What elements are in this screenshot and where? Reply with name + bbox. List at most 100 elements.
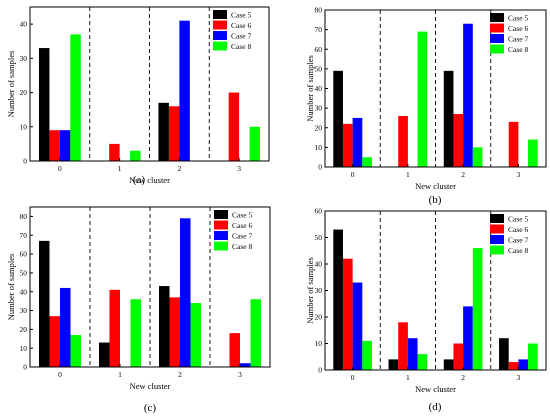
bar-case-8-cluster-1 [130,150,141,161]
y-tick-label: 60 [315,207,323,216]
legend-label-case-6: Case 6 [508,225,528,234]
bar-case-5-cluster-2 [443,359,454,370]
panel-label: (a) [133,174,146,186]
y-tick-label: 80 [315,6,323,15]
bar-case-5-cluster-1 [99,342,110,367]
bar-case-7-cluster-3 [518,359,529,370]
plot-frame [29,206,271,368]
legend-swatch-case-6 [213,20,227,30]
bar-case-8-cluster-2 [190,303,201,367]
x-tick-label: 2 [178,164,182,173]
x-tick-label: 0 [351,373,355,382]
y-axis-title: Number of samples [305,257,315,324]
bar-case-6-cluster-3 [228,92,240,161]
bar-case-7-cluster-0 [352,282,363,370]
bar-case-5-cluster-1 [388,359,399,370]
x-axis-title: New cluster [130,381,171,391]
bar-case-5-cluster-0 [333,229,343,370]
x-tick-label: 2 [178,370,182,379]
x-tick-label: 0 [58,370,62,379]
legend-swatch-case-7 [213,31,227,40]
bar-case-6-cluster-2 [168,106,180,161]
bar-case-7-cluster-0 [59,130,71,161]
x-tick-label: 3 [238,370,242,379]
bar-case-8-cluster-2 [472,147,483,168]
bar-case-7-cluster-2 [463,306,473,370]
legend-label-case-6: Case 6 [508,24,528,33]
legend-label-case-8: Case 8 [231,42,251,51]
legend-label-case-5: Case 5 [231,11,251,20]
bar-case-6-cluster-0 [49,130,60,161]
bar-case-8-cluster-0 [70,34,81,161]
panel-label: (d) [429,401,442,413]
legend-swatch-case-8 [490,245,504,255]
bar-case-8-cluster-1 [417,354,428,370]
legend-swatch-case-5 [490,13,504,22]
legend-swatch-case-5 [214,210,228,219]
bar-case-5-cluster-2 [443,70,454,167]
bar-case-8-cluster-1 [417,31,428,168]
y-axis-title: Number of samples [6,254,16,321]
y-axis-title: Number of samples [305,55,315,122]
plot-frame [29,6,270,162]
legend-label-case-5: Case 5 [232,211,252,220]
legend-swatch-case-6 [490,224,504,234]
bar-case-8-cluster-2 [472,248,483,370]
y-tick-label: 30 [315,104,323,113]
y-tick-label: 20 [20,88,28,97]
legend-swatch-case-8 [213,41,227,51]
bar-case-8-cluster-0 [362,157,372,167]
legend-swatch-case-8 [214,241,228,251]
legend-label-case-7: Case 7 [232,232,252,241]
bar-case-6-cluster-3 [508,121,519,167]
x-axis-title: New cluster [129,175,170,185]
x-axis-title: New cluster [415,181,456,191]
bar-case-6-cluster-2 [169,297,180,367]
panel-label: (c) [144,402,157,414]
bar-case-5-cluster-0 [39,240,50,367]
y-tick-label: 20 [20,325,28,334]
bar-case-6-cluster-1 [109,143,120,161]
y-axis-title: Number of samples [6,51,16,118]
x-tick-label: 2 [461,170,465,179]
y-tick-label: 0 [23,157,27,166]
y-tick-label: 40 [20,20,28,29]
x-tick-label: 1 [406,373,410,382]
bar-case-6-cluster-2 [453,114,464,167]
bar-case-6-cluster-0 [49,316,60,367]
x-tick-label: 1 [118,164,122,173]
legend-swatch-case-7 [214,231,228,240]
bar-case-5-cluster-0 [333,70,343,167]
y-tick-label: 10 [315,339,323,348]
legend-label-case-7: Case 7 [508,236,528,245]
y-tick-label: 30 [20,54,28,63]
y-tick-label: 60 [315,45,323,54]
bar-case-6-cluster-3 [229,333,240,367]
x-tick-label: 0 [351,170,355,179]
bar-case-8-cluster-0 [70,335,81,367]
bar-case-7-cluster-3 [240,363,251,367]
bar-case-8-cluster-0 [362,340,372,370]
legend-label-case-8: Case 8 [508,45,528,54]
bar-case-6-cluster-1 [398,322,408,370]
legend-swatch-case-7 [490,235,504,244]
bar-case-5-cluster-2 [158,102,169,161]
legend-label-case-6: Case 6 [232,221,252,230]
y-tick-label: 0 [23,363,27,372]
y-tick-label: 40 [315,260,323,269]
legend-swatch-case-5 [213,10,227,19]
y-tick-label: 30 [315,286,323,295]
x-tick-label: 1 [406,170,410,179]
legend-label-case-5: Case 5 [508,215,528,224]
bar-case-8-cluster-3 [528,343,538,370]
y-tick-label: 40 [20,287,28,296]
y-tick-label: 10 [20,344,28,353]
bar-case-7-cluster-0 [352,117,363,167]
x-tick-label: 3 [237,164,241,173]
bar-case-7-cluster-2 [463,23,473,167]
